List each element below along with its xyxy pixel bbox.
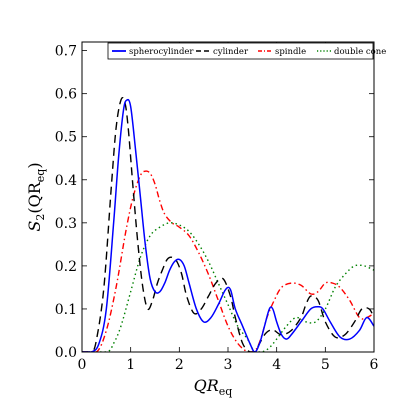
legend-box xyxy=(107,42,374,60)
x-tick-label: 1 xyxy=(126,357,135,373)
axis-ticks: 0 1 2 3 4 5 6 0.0 0.1 0.2 0.3 0.4 0.5 0.6 0.7 xyxy=(55,42,379,373)
x-axis-label: QReq xyxy=(194,376,233,398)
x-tick-label: 5 xyxy=(321,357,330,373)
y-tick-label: 0.0 xyxy=(55,345,77,361)
series-line-spindle xyxy=(82,170,374,352)
y-tick-label: 0.4 xyxy=(55,173,77,189)
legend-entry-spherocylinder: spherocylinder xyxy=(112,47,194,57)
legend: spherocylinder cylinder spindle double cone xyxy=(107,42,386,60)
x-tick-label: 0 xyxy=(78,357,87,373)
series-line-double-cone xyxy=(82,222,374,352)
y-tick-label: 0.5 xyxy=(55,130,77,146)
y-tick-label: 0.7 xyxy=(55,44,77,60)
legend-label: spherocylinder xyxy=(129,47,194,57)
y-tick-label: 0.2 xyxy=(55,259,77,275)
series-line-cylinder xyxy=(82,96,374,352)
series-lines xyxy=(82,96,374,352)
legend-label: spindle xyxy=(275,47,306,57)
legend-entry-cylinder: cylinder xyxy=(196,47,249,57)
y-tick-label: 0.3 xyxy=(55,216,77,232)
series-line-spherocylinder xyxy=(82,98,374,352)
x-tick-label: 4 xyxy=(272,357,281,373)
x-tick-label: 6 xyxy=(370,357,379,373)
legend-entry-double-cone: double cone xyxy=(317,47,386,57)
x-tick-label: 2 xyxy=(175,357,184,373)
y-tick-label: 0.1 xyxy=(55,302,77,318)
y-tick-label: 0.6 xyxy=(55,87,77,103)
x-tick-label: 3 xyxy=(224,357,233,373)
legend-entry-spindle: spindle xyxy=(258,47,306,57)
legend-label: cylinder xyxy=(213,47,249,57)
legend-label: double cone xyxy=(334,47,386,57)
y-axis-label: S2(QReq) xyxy=(25,162,47,231)
